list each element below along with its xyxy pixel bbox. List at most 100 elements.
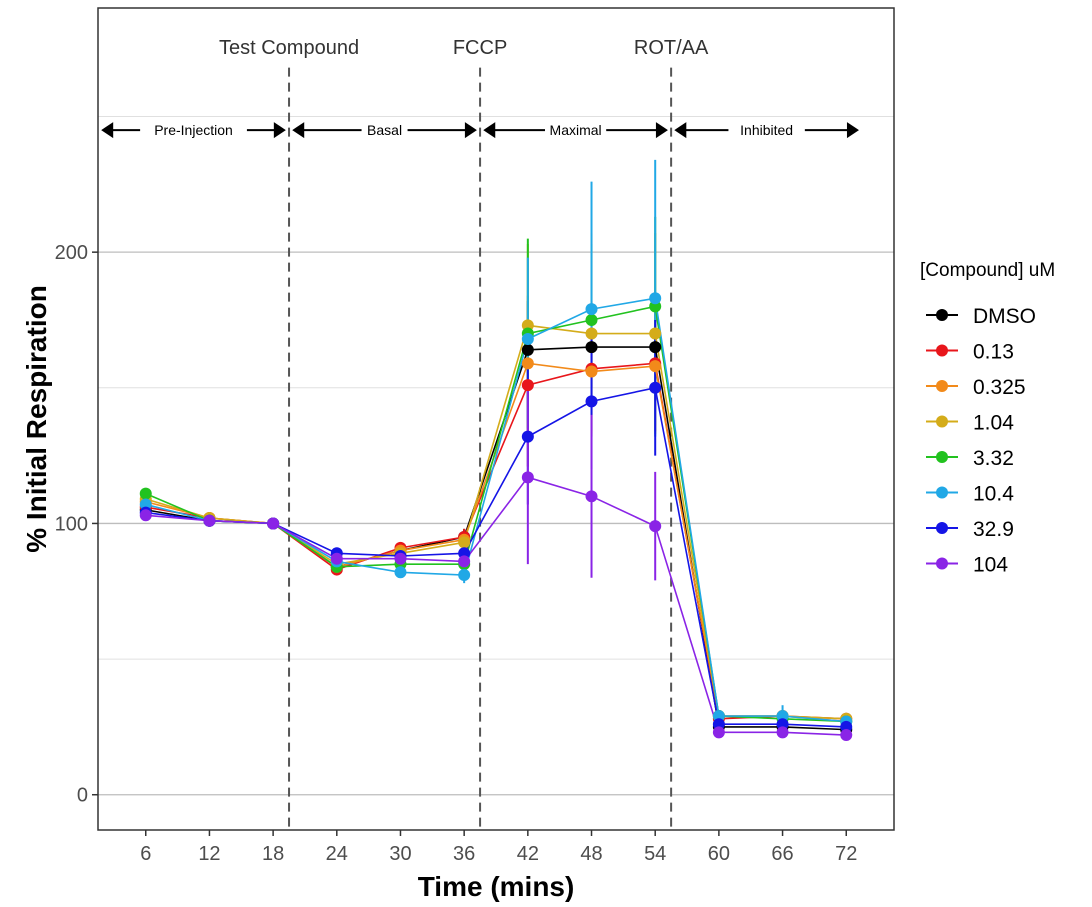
phase-label: Pre-Injection bbox=[154, 122, 233, 138]
phase-label: Inhibited bbox=[740, 122, 793, 138]
legend-key-point bbox=[936, 380, 948, 392]
y-axis-title: % Initial Respiration bbox=[21, 285, 52, 553]
data-point bbox=[458, 555, 471, 568]
data-point bbox=[521, 332, 534, 345]
arrow-head-right bbox=[655, 122, 668, 139]
data-point bbox=[649, 520, 662, 533]
x-tick-label: 30 bbox=[389, 843, 411, 865]
arrow-head-right bbox=[464, 122, 477, 139]
x-tick-label: 6 bbox=[140, 843, 151, 865]
data-point bbox=[203, 514, 216, 527]
series-line bbox=[145, 362, 847, 723]
data-point bbox=[585, 303, 598, 316]
injection-lines bbox=[288, 67, 673, 830]
data-point bbox=[585, 341, 598, 354]
x-tick-label: 54 bbox=[644, 843, 666, 865]
y-tick-label: 100 bbox=[55, 513, 88, 535]
arrow-head-left bbox=[101, 122, 114, 139]
phase-label-bg bbox=[545, 121, 607, 140]
phase-arrows: Pre-Injection Basal Maximal Inhibited bbox=[101, 121, 859, 140]
data-point bbox=[649, 381, 662, 394]
data-point bbox=[330, 552, 343, 565]
legend-label: 3.32 bbox=[973, 447, 1014, 470]
series-line bbox=[145, 297, 847, 723]
phase-label-bg bbox=[361, 121, 408, 140]
data-point bbox=[521, 379, 534, 392]
legend-key-point bbox=[936, 415, 948, 428]
injection-label: Test Compound bbox=[219, 37, 359, 59]
grid-minor bbox=[98, 116, 894, 660]
data-point bbox=[585, 395, 598, 408]
legend-title: [Compound] uM bbox=[920, 260, 1055, 281]
legend-key-point bbox=[936, 309, 948, 321]
series-line bbox=[145, 362, 847, 720]
axes: 6 12 18 24 30 36 42 48 54 60 66 72 0 100 200 bbox=[55, 242, 858, 865]
data-point bbox=[649, 341, 662, 354]
legend-key-point bbox=[936, 486, 948, 499]
injection-labels: Test Compound FCCP ROT/AA bbox=[219, 37, 709, 59]
series-line bbox=[145, 346, 847, 731]
legend-key-point bbox=[936, 451, 948, 463]
x-tick-label: 48 bbox=[580, 843, 602, 865]
x-tick-label: 18 bbox=[262, 843, 284, 865]
data-point bbox=[585, 365, 598, 378]
panel-border bbox=[97, 7, 895, 831]
legend-label: 0.13 bbox=[973, 341, 1014, 364]
data-point bbox=[458, 568, 471, 581]
data-point bbox=[139, 509, 152, 522]
data-point bbox=[585, 490, 598, 503]
data-point bbox=[521, 430, 534, 443]
legend-key-point bbox=[936, 522, 948, 534]
arrow-head-left bbox=[292, 122, 305, 139]
data-point bbox=[649, 327, 662, 340]
legend-label: 1.04 bbox=[973, 412, 1014, 435]
phase-label-bg bbox=[140, 121, 247, 140]
x-tick-label: 36 bbox=[453, 843, 475, 865]
y-tick-label: 0 bbox=[77, 785, 88, 807]
data-point bbox=[521, 471, 534, 484]
data-point bbox=[458, 536, 471, 549]
data-point bbox=[712, 726, 725, 739]
arrow-head-right bbox=[273, 122, 286, 139]
x-tick-label: 24 bbox=[326, 843, 348, 865]
series-points bbox=[139, 292, 853, 742]
series-line bbox=[145, 386, 847, 728]
phase-label: Maximal bbox=[550, 122, 602, 138]
legend-label: DMSO bbox=[973, 305, 1036, 328]
data-point bbox=[585, 313, 598, 326]
data-point bbox=[585, 327, 598, 340]
series-line bbox=[145, 476, 847, 736]
data-point bbox=[394, 566, 407, 579]
y-tick-label: 200 bbox=[55, 242, 88, 264]
x-axis-title: Time (mins) bbox=[418, 871, 575, 902]
data-point bbox=[840, 729, 853, 742]
data-point bbox=[521, 343, 534, 356]
arrow-head-left bbox=[674, 122, 687, 139]
legend: [Compound] uM DMSO 0.13 0.325 1.04 3.32 10.4 3… bbox=[920, 260, 1055, 577]
arrow-head-left bbox=[483, 122, 496, 139]
phase-label: Basal bbox=[367, 122, 402, 138]
x-tick-label: 66 bbox=[771, 843, 793, 865]
data-point bbox=[521, 357, 534, 370]
grid-major bbox=[98, 251, 894, 796]
phase-label-bg bbox=[728, 121, 805, 140]
data-point bbox=[649, 292, 662, 305]
legend-key-point bbox=[936, 557, 948, 570]
legend-label: 0.325 bbox=[973, 376, 1026, 399]
x-tick-label: 12 bbox=[198, 843, 220, 865]
legend-label: 104 bbox=[973, 554, 1008, 577]
data-point bbox=[394, 552, 407, 565]
arrow-head-right bbox=[846, 122, 859, 139]
x-tick-label: 42 bbox=[517, 843, 539, 865]
x-tick-label: 72 bbox=[835, 843, 857, 865]
data-point bbox=[649, 360, 662, 373]
legend-label: 10.4 bbox=[973, 483, 1014, 506]
x-tick-label: 60 bbox=[708, 843, 730, 865]
injection-label: ROT/AA bbox=[634, 37, 709, 59]
data-point bbox=[267, 517, 280, 530]
injection-label: FCCP bbox=[453, 37, 507, 59]
legend-key-point bbox=[936, 344, 948, 357]
series-lines bbox=[145, 297, 847, 736]
data-point bbox=[776, 726, 789, 739]
